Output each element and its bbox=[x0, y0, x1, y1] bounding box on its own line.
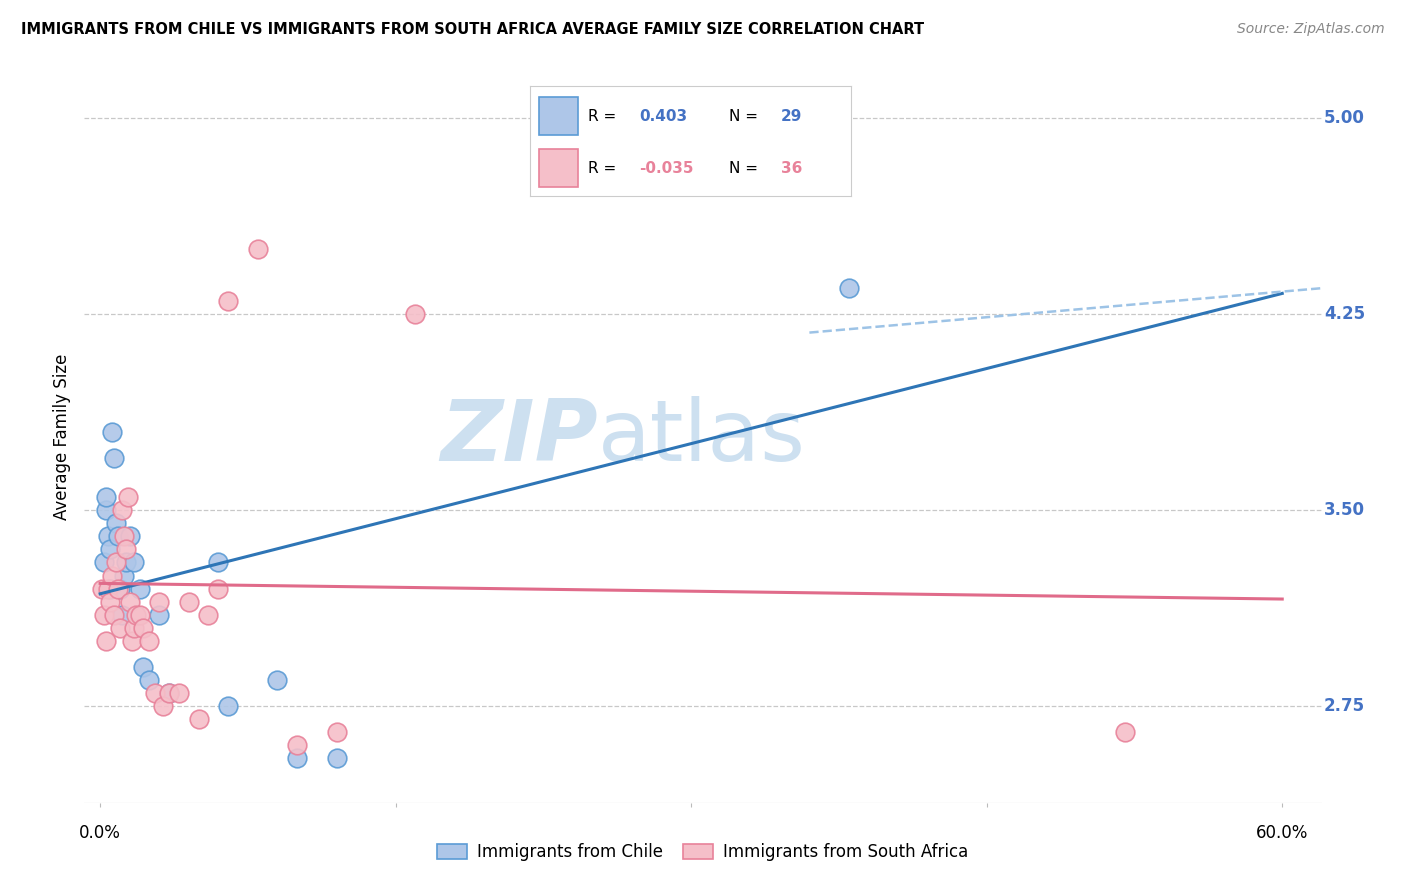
Point bbox=[101, 568, 124, 582]
Point bbox=[152, 699, 174, 714]
Point bbox=[103, 450, 125, 465]
Point bbox=[838, 281, 860, 295]
Text: 3.50: 3.50 bbox=[1324, 501, 1365, 519]
Point bbox=[94, 633, 117, 648]
Point bbox=[98, 582, 121, 596]
Text: 5.00: 5.00 bbox=[1324, 110, 1365, 128]
Point bbox=[177, 594, 200, 608]
Point bbox=[132, 660, 155, 674]
Text: ZIP: ZIP bbox=[440, 395, 598, 479]
Point bbox=[167, 686, 190, 700]
Text: atlas: atlas bbox=[598, 395, 806, 479]
Point bbox=[157, 686, 180, 700]
Point bbox=[98, 542, 121, 557]
Point bbox=[97, 529, 120, 543]
Point bbox=[112, 529, 135, 543]
Point bbox=[197, 607, 219, 622]
Text: Source: ZipAtlas.com: Source: ZipAtlas.com bbox=[1237, 22, 1385, 37]
Point bbox=[285, 751, 308, 765]
Point bbox=[1114, 725, 1136, 739]
Text: 0.0%: 0.0% bbox=[79, 823, 121, 842]
Point bbox=[143, 686, 166, 700]
Point bbox=[107, 529, 129, 543]
Point bbox=[325, 725, 347, 739]
Point bbox=[108, 582, 131, 596]
Point bbox=[138, 633, 160, 648]
Point bbox=[111, 607, 134, 622]
Text: 60.0%: 60.0% bbox=[1256, 823, 1309, 842]
Point bbox=[148, 594, 170, 608]
Point bbox=[103, 607, 125, 622]
Point bbox=[104, 556, 127, 570]
Point bbox=[138, 673, 160, 687]
Point bbox=[94, 490, 117, 504]
Text: 2.75: 2.75 bbox=[1324, 698, 1365, 715]
Point bbox=[118, 594, 141, 608]
Point bbox=[128, 582, 150, 596]
Point bbox=[187, 712, 209, 726]
Point bbox=[122, 621, 145, 635]
Point bbox=[98, 594, 121, 608]
Point bbox=[128, 607, 150, 622]
Point bbox=[132, 621, 155, 635]
Point bbox=[124, 607, 146, 622]
Point bbox=[404, 307, 426, 321]
Point bbox=[217, 294, 239, 309]
Point bbox=[93, 556, 115, 570]
Y-axis label: Average Family Size: Average Family Size bbox=[53, 354, 72, 520]
Point bbox=[112, 568, 135, 582]
Point bbox=[107, 582, 129, 596]
Point bbox=[101, 425, 124, 439]
Point bbox=[111, 503, 134, 517]
Point bbox=[325, 751, 347, 765]
Point bbox=[104, 516, 127, 531]
Legend: Immigrants from Chile, Immigrants from South Africa: Immigrants from Chile, Immigrants from S… bbox=[430, 837, 976, 868]
Point bbox=[246, 242, 269, 256]
Text: 4.25: 4.25 bbox=[1324, 305, 1365, 323]
Point bbox=[207, 556, 229, 570]
Point bbox=[266, 673, 288, 687]
Point bbox=[118, 529, 141, 543]
Point bbox=[108, 621, 131, 635]
Point bbox=[97, 582, 120, 596]
Point bbox=[91, 582, 114, 596]
Point bbox=[114, 542, 136, 557]
Point bbox=[207, 582, 229, 596]
Point bbox=[93, 607, 115, 622]
Text: IMMIGRANTS FROM CHILE VS IMMIGRANTS FROM SOUTH AFRICA AVERAGE FAMILY SIZE CORREL: IMMIGRANTS FROM CHILE VS IMMIGRANTS FROM… bbox=[21, 22, 924, 37]
Point bbox=[114, 556, 136, 570]
Point bbox=[157, 686, 180, 700]
Point bbox=[94, 503, 117, 517]
Point bbox=[217, 699, 239, 714]
Point bbox=[122, 556, 145, 570]
Point bbox=[285, 739, 308, 753]
Point bbox=[117, 490, 139, 504]
Point bbox=[148, 607, 170, 622]
Point bbox=[121, 633, 143, 648]
